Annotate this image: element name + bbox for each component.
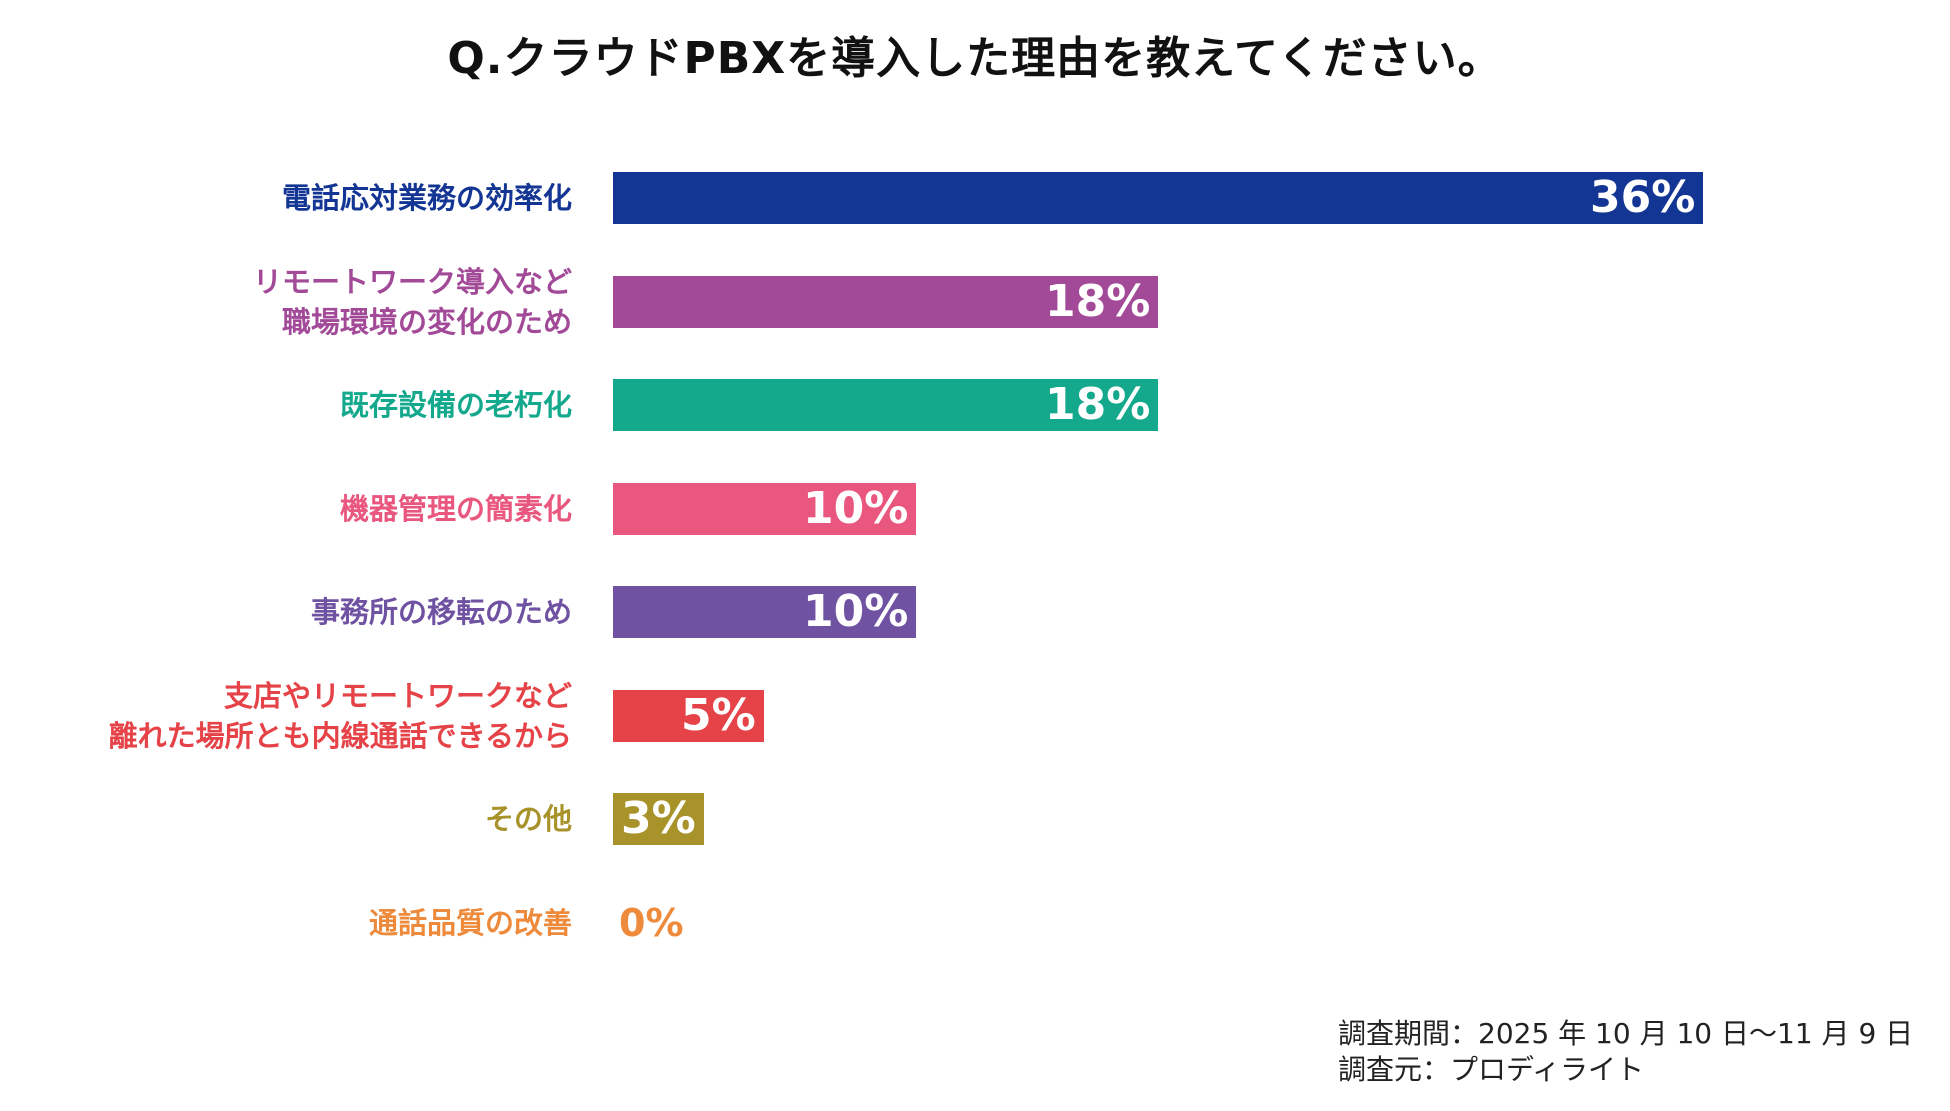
category-label: 通話品質の改善 <box>12 903 572 943</box>
category-label-line: 職場環境の変化のため <box>281 304 572 339</box>
survey-period-note: 調査期間：2025 年 10 月 10 日〜11 月 9 日 <box>1338 1017 1914 1050</box>
category-label-line: 通話品質の改善 <box>368 905 572 940</box>
category-label-line: 既存設備の老朽化 <box>339 388 572 422</box>
category-label-line: 機器管理の簡素化 <box>339 491 572 526</box>
value-label: 10% <box>803 586 909 637</box>
category-label-line: 電話応対業務の効率化 <box>281 181 572 215</box>
category-label-line: 事務所の移転のため <box>310 595 572 629</box>
bar <box>613 172 1703 224</box>
bar <box>613 689 764 742</box>
category-label: 支店やリモートワークなど離れた場所とも内線通話できるから <box>12 676 572 756</box>
bar <box>613 482 916 535</box>
survey-source-note: 調査元：プロディライト <box>1338 1053 1645 1086</box>
category-label-line: その他 <box>484 802 572 836</box>
category-label-line: リモートワーク導入など <box>252 264 572 299</box>
category-label: 既存設備の老朽化 <box>12 385 572 425</box>
bar <box>613 586 916 638</box>
value-label: 10% <box>803 482 909 534</box>
value-label: 3% <box>621 793 696 844</box>
bar <box>613 275 1158 328</box>
value-label: 36% <box>1590 172 1696 223</box>
category-label: 電話応対業務の効率化 <box>12 178 572 218</box>
category-label: 機器管理の簡素化 <box>12 489 572 529</box>
category-label: その他 <box>12 799 572 839</box>
value-label: 18% <box>1045 275 1151 327</box>
value-label: 5% <box>681 689 756 741</box>
value-label: 18% <box>1045 379 1151 430</box>
category-label-line: 離れた場所とも内線通話できるから <box>108 718 572 753</box>
bar <box>613 793 704 845</box>
value-label: 0% <box>619 900 684 945</box>
bar <box>613 379 1158 431</box>
category-label: リモートワーク導入など職場環境の変化のため <box>12 262 572 342</box>
chart-title: Q.クラウドPBXを導入した理由を教えてください。 <box>447 33 1503 84</box>
category-label: 事務所の移転のため <box>12 592 572 632</box>
category-label-line: 支店やリモートワークなど <box>223 678 572 713</box>
